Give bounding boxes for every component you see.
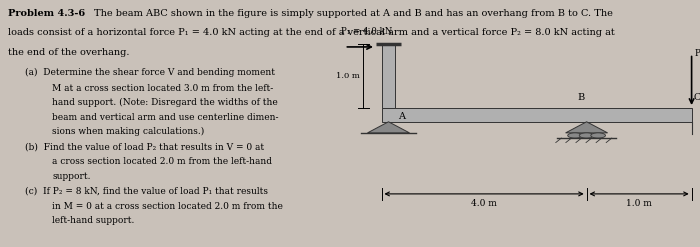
Bar [382, 108, 692, 122]
Text: (b)  Find the value of load P₂ that results in V = 0 at: (b) Find the value of load P₂ that resul… [25, 142, 264, 151]
Text: (a)  Determine the shear force V and bending moment: (a) Determine the shear force V and bend… [25, 68, 274, 77]
Polygon shape [566, 122, 608, 133]
Text: P₂ = 8.0 kN: P₂ = 8.0 kN [695, 49, 700, 58]
Text: left-hand support.: left-hand support. [52, 216, 135, 225]
Text: A: A [398, 112, 405, 121]
Text: B: B [578, 93, 584, 102]
Text: in M = 0 at a cross section located 2.0 m from the: in M = 0 at a cross section located 2.0 … [52, 202, 284, 210]
Text: loads consist of a horizontal force P₁ = 4.0 kN acting at the end of a vertical : loads consist of a horizontal force P₁ =… [8, 28, 615, 37]
Text: The beam ABC shown in the figure is simply supported at A and B and has an overh: The beam ABC shown in the figure is simp… [94, 9, 613, 18]
Text: C: C [694, 93, 700, 102]
Circle shape [591, 133, 606, 138]
Text: sions when making calculations.): sions when making calculations.) [52, 127, 204, 136]
Circle shape [568, 133, 582, 138]
Text: 1.0 m: 1.0 m [336, 72, 360, 80]
Bar [382, 44, 395, 108]
Text: hand support. (Note: Disregard the widths of the: hand support. (Note: Disregard the width… [52, 98, 279, 107]
Text: beam and vertical arm and use centerline dimen-: beam and vertical arm and use centerline… [52, 113, 279, 122]
Text: (c)  If P₂ = 8 kN, find the value of load P₁ that results: (c) If P₂ = 8 kN, find the value of load… [25, 187, 267, 196]
Text: the end of the overhang.: the end of the overhang. [8, 48, 130, 57]
Text: 1.0 m: 1.0 m [626, 199, 652, 208]
Circle shape [580, 133, 594, 138]
Text: P₁ = 4.0 kN: P₁ = 4.0 kN [341, 27, 392, 36]
Text: 4.0 m: 4.0 m [471, 199, 497, 208]
Text: Problem 4.3-6: Problem 4.3-6 [8, 9, 85, 18]
Polygon shape [368, 122, 409, 133]
Text: a cross section located 2.0 m from the left-hand: a cross section located 2.0 m from the l… [52, 157, 272, 166]
Text: support.: support. [52, 172, 91, 181]
Text: M at a cross section located 3.0 m from the left-: M at a cross section located 3.0 m from … [52, 84, 274, 93]
